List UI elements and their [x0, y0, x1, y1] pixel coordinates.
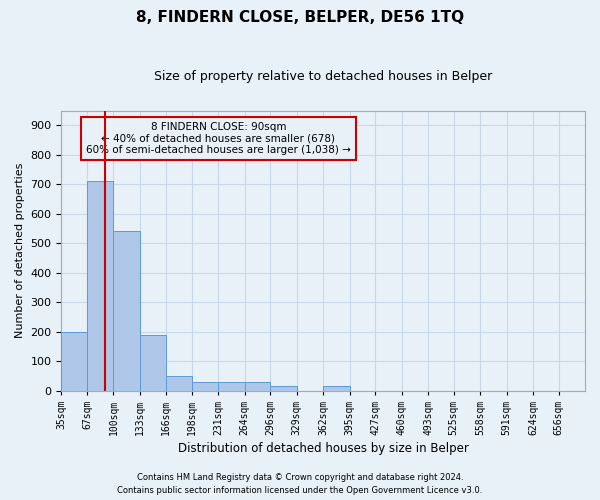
Bar	[192, 382, 218, 391]
Bar	[323, 386, 350, 391]
Text: 8 FINDERN CLOSE: 90sqm
← 40% of detached houses are smaller (678)
60% of semi-de: 8 FINDERN CLOSE: 90sqm ← 40% of detached…	[86, 122, 351, 155]
Bar	[245, 382, 271, 391]
Bar	[87, 182, 113, 391]
Bar	[113, 232, 140, 391]
Y-axis label: Number of detached properties: Number of detached properties	[15, 163, 25, 338]
Bar	[140, 334, 166, 391]
Text: Contains HM Land Registry data © Crown copyright and database right 2024.
Contai: Contains HM Land Registry data © Crown c…	[118, 474, 482, 495]
Title: Size of property relative to detached houses in Belper: Size of property relative to detached ho…	[154, 70, 493, 83]
Bar	[166, 376, 192, 391]
Bar	[61, 332, 87, 391]
Text: 8, FINDERN CLOSE, BELPER, DE56 1TQ: 8, FINDERN CLOSE, BELPER, DE56 1TQ	[136, 10, 464, 25]
Bar	[218, 382, 245, 391]
Bar	[271, 386, 297, 391]
X-axis label: Distribution of detached houses by size in Belper: Distribution of detached houses by size …	[178, 442, 469, 455]
